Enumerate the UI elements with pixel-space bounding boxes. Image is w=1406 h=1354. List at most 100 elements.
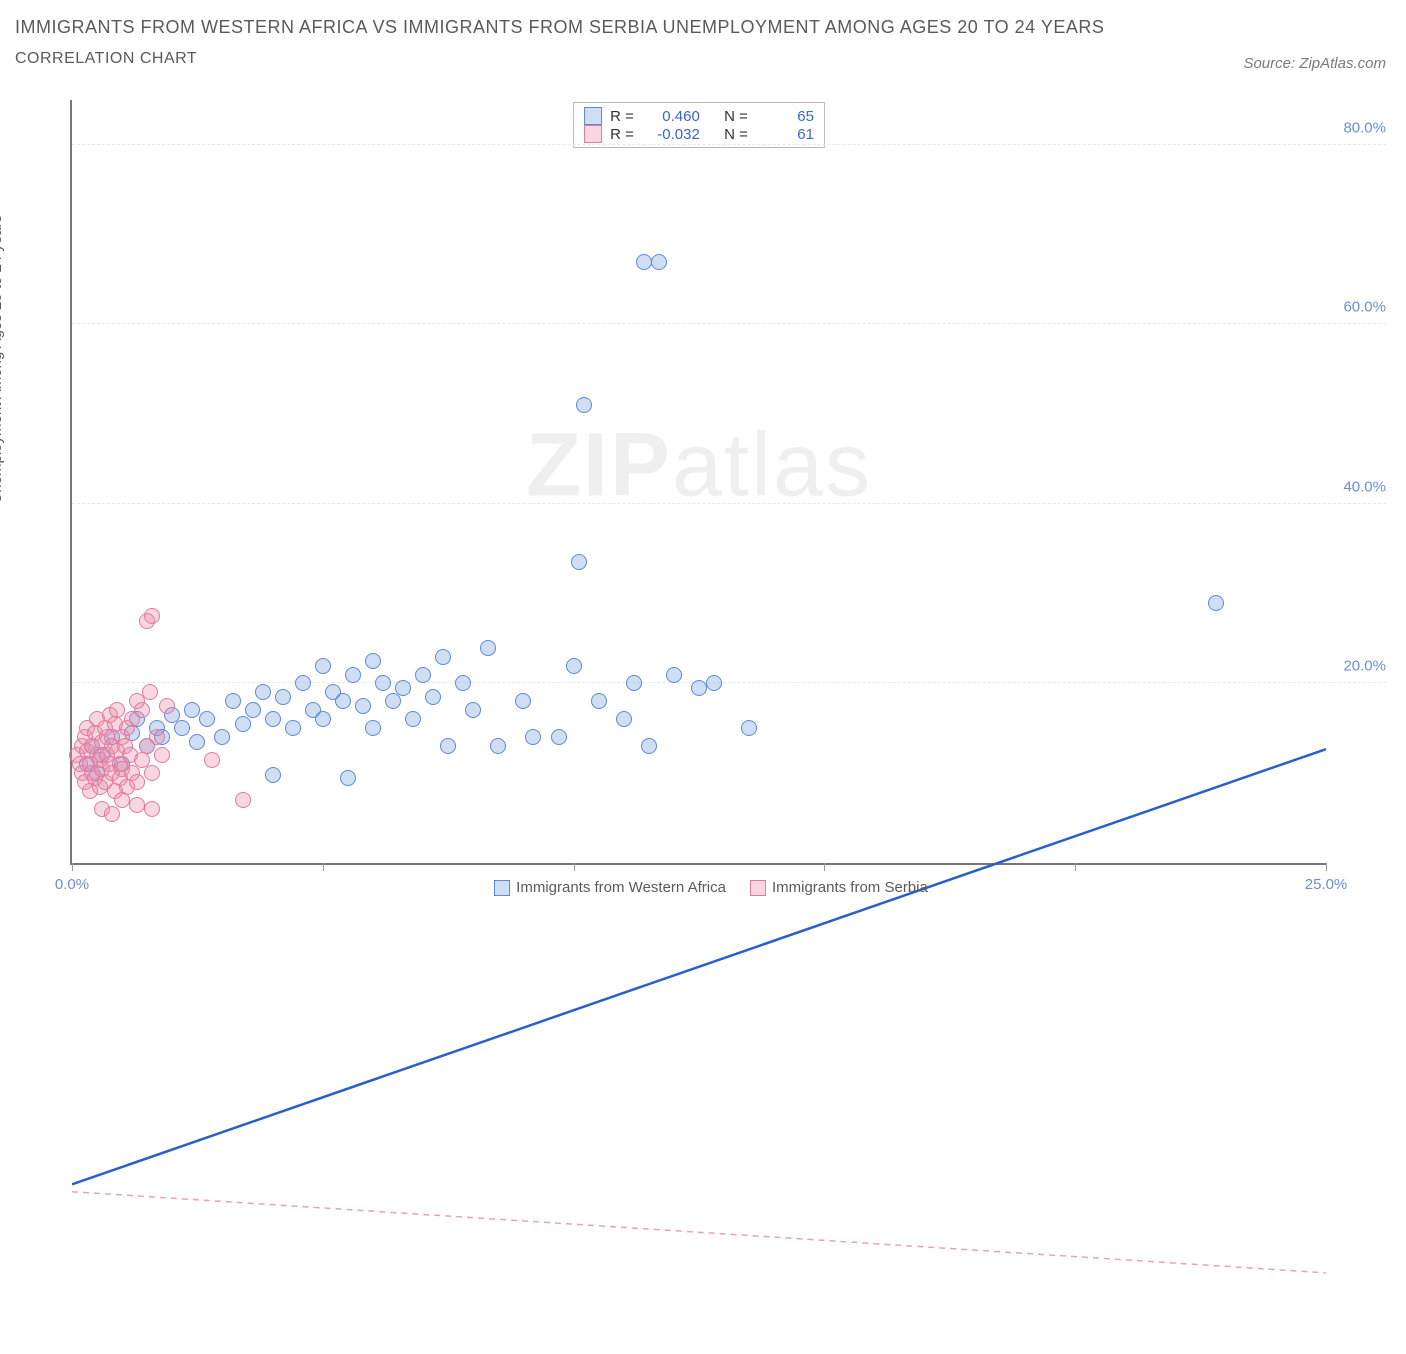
x-tick (72, 863, 73, 871)
data-point (184, 702, 200, 718)
data-point (480, 640, 496, 656)
data-point (144, 608, 160, 624)
stats-box: R =0.460 N =65R =-0.032 N =61 (573, 102, 825, 148)
data-point (235, 716, 251, 732)
stat-n-label: N = (724, 126, 748, 143)
y-tick-label: 80.0% (1343, 119, 1386, 136)
data-point (651, 254, 667, 270)
data-point (576, 397, 592, 413)
data-point (355, 698, 371, 714)
stat-r-label: R = (610, 126, 634, 143)
data-point (591, 693, 607, 709)
chart-container: Unemployment Among Ages 20 to 24 years Z… (15, 95, 1391, 905)
y-tick-label: 60.0% (1343, 299, 1386, 316)
source-attribution: Source: ZipAtlas.com (1243, 55, 1386, 72)
data-point (109, 702, 125, 718)
data-point (425, 689, 441, 705)
data-point (636, 254, 652, 270)
data-point (515, 693, 531, 709)
legend-swatch-icon (584, 125, 602, 143)
data-point (144, 801, 160, 817)
x-tick (1075, 863, 1076, 871)
grid-line (72, 323, 1386, 324)
trend-line (72, 1192, 1326, 1273)
legend-swatch-icon (750, 880, 766, 896)
plot-area: ZIPatlas R =0.460 N =65R =-0.032 N =61 I… (70, 100, 1326, 865)
grid-line (72, 503, 1386, 504)
data-point (435, 649, 451, 665)
stat-n-label: N = (724, 108, 748, 125)
y-tick-label: 40.0% (1343, 478, 1386, 495)
x-tick (574, 863, 575, 871)
trend-lines (72, 100, 1326, 1354)
data-point (114, 792, 130, 808)
data-point (189, 734, 205, 750)
data-point (375, 675, 391, 691)
x-tick-label: 0.0% (55, 876, 89, 893)
data-point (666, 667, 682, 683)
data-point (525, 729, 541, 745)
data-point (465, 702, 481, 718)
data-point (395, 680, 411, 696)
data-point (142, 684, 158, 700)
data-point (335, 693, 351, 709)
data-point (245, 702, 261, 718)
data-point (691, 680, 707, 696)
legend-swatch-icon (494, 880, 510, 896)
data-point (275, 689, 291, 705)
data-point (174, 720, 190, 736)
data-point (616, 711, 632, 727)
x-tick (323, 863, 324, 871)
data-point (415, 667, 431, 683)
data-point (265, 767, 281, 783)
trend-line (72, 749, 1326, 1184)
data-point (566, 658, 582, 674)
stat-r-value: 0.460 (642, 108, 700, 125)
data-point (144, 765, 160, 781)
x-tick-label: 25.0% (1305, 876, 1348, 893)
x-tick (1326, 863, 1327, 871)
watermark-bold: ZIP (526, 416, 672, 516)
data-point (490, 738, 506, 754)
chart-title: IMMIGRANTS FROM WESTERN AFRICA VS IMMIGR… (15, 15, 1391, 40)
data-point (199, 711, 215, 727)
x-tick (824, 863, 825, 871)
data-point (129, 797, 145, 813)
data-point (365, 653, 381, 669)
data-point (104, 806, 120, 822)
data-point (1208, 595, 1224, 611)
stat-r-value: -0.032 (642, 126, 700, 143)
stat-n-value: 61 (756, 126, 814, 143)
grid-line (72, 144, 1386, 145)
data-point (440, 738, 456, 754)
stats-row: R = -0.032 N = 61 (584, 125, 814, 143)
chart-subtitle: CORRELATION CHART (15, 50, 1391, 68)
y-axis-label: Unemployment Among Ages 20 to 24 years (0, 215, 5, 504)
data-point (149, 729, 165, 745)
data-point (225, 693, 241, 709)
data-point (571, 554, 587, 570)
data-point (315, 658, 331, 674)
legend-label: Immigrants from Serbia (772, 879, 928, 896)
legend: Immigrants from Western Africa Immigrants… (72, 879, 1326, 896)
legend-swatch-icon (584, 107, 602, 125)
data-point (265, 711, 281, 727)
data-point (551, 729, 567, 745)
data-point (340, 770, 356, 786)
stat-r-label: R = (610, 108, 634, 125)
stats-row: R =0.460 N =65 (584, 107, 814, 125)
data-point (315, 711, 331, 727)
data-point (385, 693, 401, 709)
data-point (365, 720, 381, 736)
data-point (345, 667, 361, 683)
data-point (741, 720, 757, 736)
data-point (285, 720, 301, 736)
watermark-rest: atlas (672, 416, 872, 516)
data-point (706, 675, 722, 691)
data-point (134, 702, 150, 718)
legend-label: Immigrants from Western Africa (516, 879, 726, 896)
data-point (455, 675, 471, 691)
data-point (626, 675, 642, 691)
data-point (405, 711, 421, 727)
data-point (255, 684, 271, 700)
